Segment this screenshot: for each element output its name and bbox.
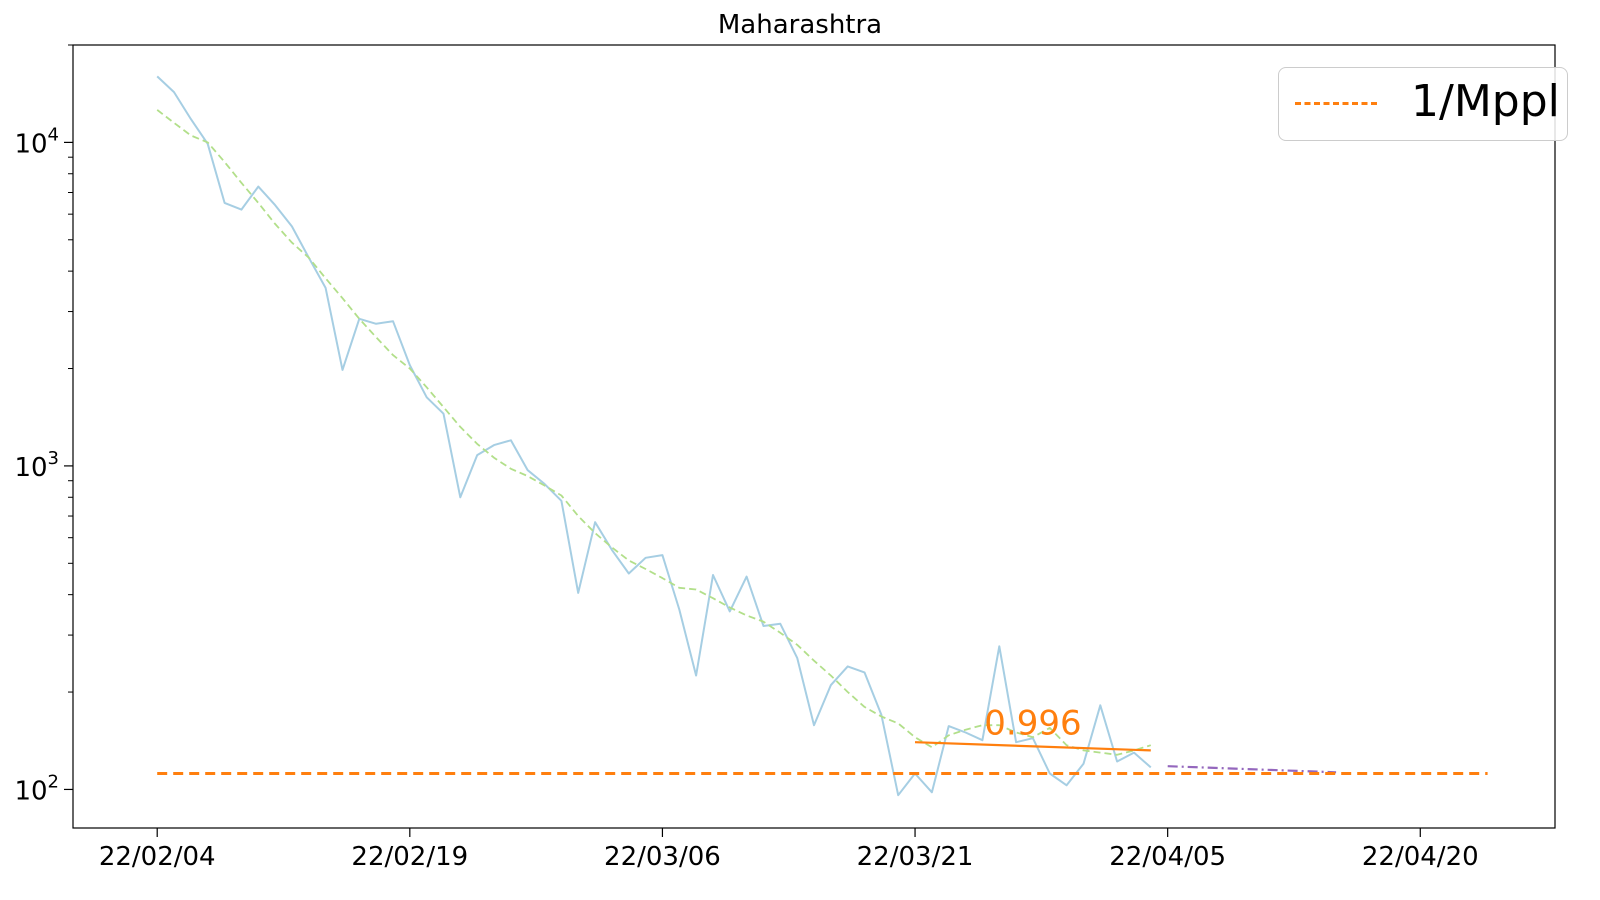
- x-tick-label-3: 22/03/21: [857, 842, 974, 872]
- y-tick-label-0: 102: [14, 771, 59, 806]
- y-tick-label-2: 104: [14, 124, 59, 159]
- x-tick-label-5: 22/04/20: [1362, 842, 1479, 872]
- annotation-0: 0.996: [984, 703, 1081, 743]
- series-smoothed: [156, 109, 1152, 756]
- plot-frame: [72, 44, 1556, 829]
- x-tick-label-4: 22/04/05: [1109, 842, 1226, 872]
- y-tick-label-1: 103: [14, 448, 59, 483]
- x-tick-label-0: 22/02/04: [99, 842, 216, 872]
- chart-title: Maharashtra: [717, 10, 883, 40]
- series-daily: [156, 75, 1152, 797]
- legend-label-threshold: 1/Mppl: [1411, 76, 1560, 127]
- legend-swatch-threshold: [1295, 102, 1377, 105]
- legend: 1/Mppl: [1278, 67, 1568, 141]
- x-tick-label-2: 22/03/06: [604, 842, 721, 872]
- x-tick-label-1: 22/02/19: [351, 842, 468, 872]
- series-fit: [914, 741, 1151, 752]
- series-projection: [1167, 765, 1337, 774]
